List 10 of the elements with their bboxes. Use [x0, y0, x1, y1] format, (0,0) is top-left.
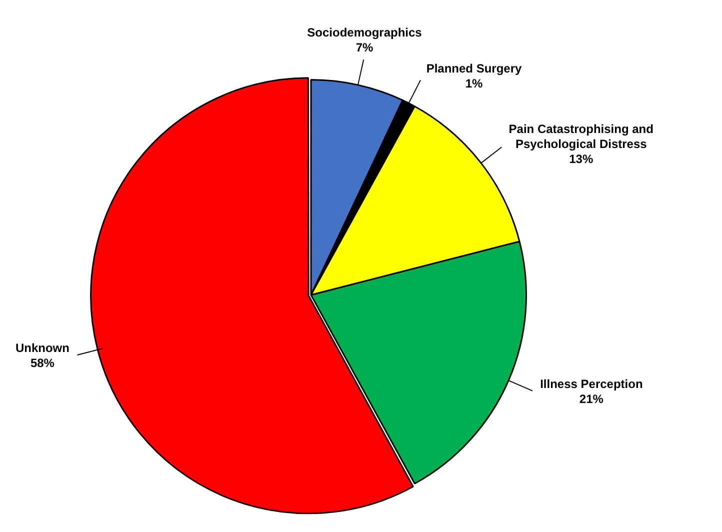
slice-label: Illness Perception	[540, 377, 643, 392]
slice-label: Planned Surgery	[426, 61, 522, 76]
slice-label: Pain Catastrophising and Psychological Distress	[508, 122, 654, 151]
data-label: 58%	[30, 356, 55, 370]
data-label: 21%	[579, 392, 604, 406]
data-label: 7%	[356, 40, 374, 54]
slice-label: Unknown	[15, 340, 70, 355]
slice-label: Sociodemographics	[307, 25, 422, 40]
data-label: 1%	[465, 76, 484, 90]
data-label: 13%	[569, 152, 594, 166]
